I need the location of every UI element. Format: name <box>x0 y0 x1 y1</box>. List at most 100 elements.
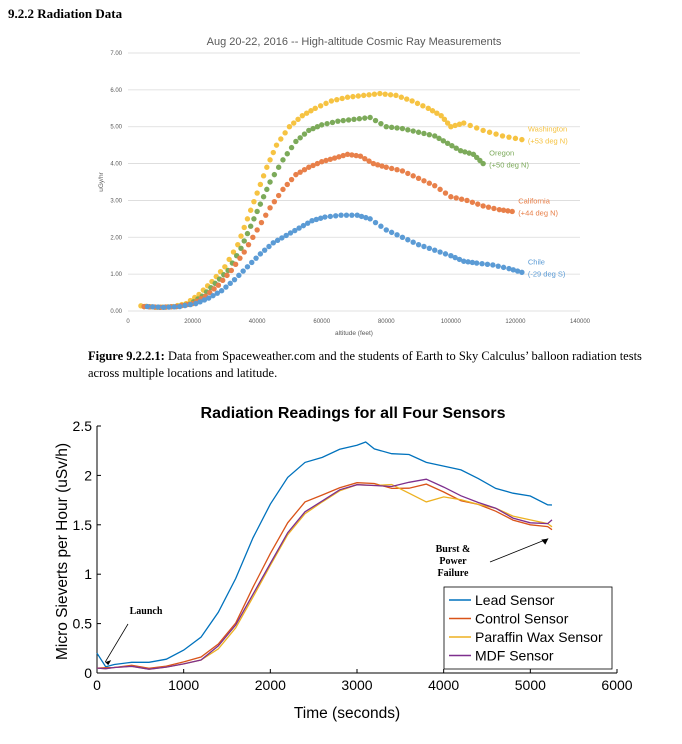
burst-arrow-head <box>541 538 549 545</box>
chart1-point <box>426 180 433 186</box>
chart1-point <box>150 304 156 310</box>
launch-arrow <box>104 623 129 663</box>
chart1-point <box>436 135 442 142</box>
chart1-point <box>292 227 298 234</box>
chart1-point <box>291 120 297 126</box>
chart1-point <box>405 237 411 243</box>
chart1-point <box>399 234 406 240</box>
chart1-point <box>444 120 451 126</box>
chart1-x-tick-label: 100000 <box>441 319 462 325</box>
chart2-legend-label: Lead Sensor <box>475 592 555 608</box>
chart1-point <box>362 115 368 121</box>
chart1-point <box>244 264 251 270</box>
chart1-point <box>254 190 260 196</box>
chart2-y-tick-label: 2.5 <box>73 418 93 434</box>
chart2-y-axis-label: Micro Sieverts per Hour (uSv/h) <box>54 443 71 660</box>
burst-annotation: Failure <box>438 568 469 579</box>
chart1-point <box>282 130 288 136</box>
chart1-point <box>238 233 244 239</box>
chart1-point <box>410 173 416 179</box>
chart1-point <box>247 223 254 229</box>
chart1-y-tick-label: 0.00 <box>110 309 122 315</box>
chart1-point <box>328 98 335 104</box>
chart1-point <box>420 103 426 109</box>
chart1-point <box>452 254 458 261</box>
chart1-point <box>254 227 260 233</box>
chart1-point <box>344 151 351 158</box>
chart2-x-tick-label: 3000 <box>341 677 372 693</box>
chart2-y-tick-label: 2 <box>84 467 92 483</box>
chart1-point <box>280 186 286 193</box>
chart1-title: Aug 20-22, 2016 -- High-altitude Cosmic … <box>207 36 502 48</box>
chart1-point <box>510 267 516 273</box>
chart1-point <box>453 145 459 151</box>
chart1-point <box>300 222 307 229</box>
chart1-point <box>218 288 225 294</box>
chart1-point <box>506 265 512 272</box>
chart1-y-tick-label: 7.00 <box>110 51 122 57</box>
chart1-point <box>441 116 448 123</box>
chart1-point <box>442 251 449 257</box>
chart1-point <box>336 154 342 160</box>
chart1-point <box>505 208 511 214</box>
chart1-point <box>251 198 257 205</box>
chart2-x-axis-label: Time (seconds) <box>294 705 400 722</box>
chart1-point <box>514 268 521 274</box>
chart1-point <box>362 155 368 162</box>
chart1-x-tick-label: 0 <box>126 319 130 325</box>
launch-arrow-head <box>105 660 112 666</box>
chart1-point <box>253 255 259 261</box>
chart1-series-label: (+53 deg N) <box>528 137 568 146</box>
chart1-point <box>480 203 486 209</box>
chart1-point <box>240 268 246 274</box>
chart1-point <box>394 232 400 238</box>
chart1-point <box>257 201 264 207</box>
chart2-y-tick-label: 1 <box>84 566 92 582</box>
chart1-point <box>264 186 270 193</box>
chart1-point <box>486 129 493 135</box>
chart1-y-tick-label: 6.00 <box>110 88 122 94</box>
chart1-point <box>372 219 379 226</box>
chart1-point <box>258 219 265 226</box>
chart1-point <box>249 259 255 266</box>
chart1-point <box>448 194 454 200</box>
chart1-point <box>405 170 411 177</box>
chart2-legend-label: MDF Sensor <box>475 648 554 664</box>
chart1-point <box>388 165 395 172</box>
chart2-x-tick-label: 2000 <box>255 677 286 693</box>
chart1-point <box>222 264 228 270</box>
chart1-point <box>224 272 230 279</box>
chart1-point <box>324 120 330 127</box>
chart1-y-tick-label: 2.00 <box>110 235 122 241</box>
chart2-y-tick-label: 0 <box>84 665 92 681</box>
chart1-point <box>187 301 194 308</box>
chart1-x-tick-label: 20000 <box>184 319 201 325</box>
chart1-point <box>338 212 344 218</box>
chart1-point <box>323 100 329 107</box>
chart1-point <box>414 100 421 107</box>
chart1-point <box>267 157 273 163</box>
chart2-y-tick-label: 0.5 <box>73 616 93 632</box>
chart1-point <box>210 292 216 299</box>
chart1-point <box>379 163 385 169</box>
chart1-point <box>349 212 355 218</box>
chart1-point <box>473 260 480 266</box>
chart1-point <box>280 157 286 163</box>
chart1-point <box>297 169 303 175</box>
chart1-point <box>238 245 244 252</box>
chart1-point <box>274 237 281 244</box>
chart1-point <box>374 162 381 168</box>
chart1-point <box>193 300 199 307</box>
chart1-point <box>473 125 480 131</box>
chart1-point <box>485 204 492 210</box>
chart1-point <box>479 261 485 267</box>
chart2-x-tick-label: 1000 <box>168 677 199 693</box>
chart1-point <box>415 175 422 182</box>
chart1-point <box>287 230 294 236</box>
chart1-point <box>345 117 352 123</box>
chart1-point <box>500 264 507 271</box>
chart1-point <box>398 94 405 100</box>
chart1-point <box>456 256 463 263</box>
chart1-point <box>241 224 247 231</box>
chart1-point <box>387 92 394 98</box>
